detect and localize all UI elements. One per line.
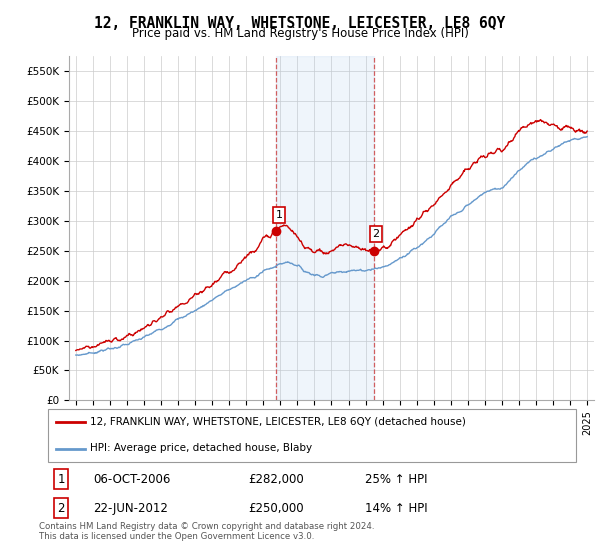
Text: 1: 1 (275, 210, 283, 220)
Text: Price paid vs. HM Land Registry's House Price Index (HPI): Price paid vs. HM Land Registry's House … (131, 27, 469, 40)
Text: 12, FRANKLIN WAY, WHETSTONE, LEICESTER, LE8 6QY: 12, FRANKLIN WAY, WHETSTONE, LEICESTER, … (94, 16, 506, 31)
Text: £250,000: £250,000 (248, 502, 304, 515)
Text: 25% ↑ HPI: 25% ↑ HPI (365, 473, 427, 486)
Text: HPI: Average price, detached house, Blaby: HPI: Average price, detached house, Blab… (90, 443, 313, 453)
Text: Contains HM Land Registry data © Crown copyright and database right 2024.
This d: Contains HM Land Registry data © Crown c… (39, 522, 374, 542)
Bar (276, 56, 374, 400)
Text: 1: 1 (58, 473, 65, 486)
Text: 2: 2 (373, 229, 380, 239)
Text: 14% ↑ HPI: 14% ↑ HPI (365, 502, 427, 515)
Text: 06-OCT-2006: 06-OCT-2006 (93, 473, 170, 486)
Text: 22-JUN-2012: 22-JUN-2012 (93, 502, 168, 515)
Text: 2: 2 (58, 502, 65, 515)
Text: 12, FRANKLIN WAY, WHETSTONE, LEICESTER, LE8 6QY (detached house): 12, FRANKLIN WAY, WHETSTONE, LEICESTER, … (90, 417, 466, 427)
Text: £282,000: £282,000 (248, 473, 304, 486)
FancyBboxPatch shape (48, 409, 576, 462)
